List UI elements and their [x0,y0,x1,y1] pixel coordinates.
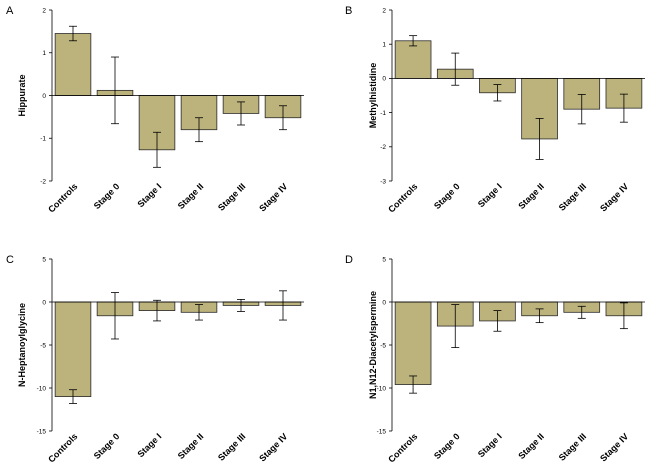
panel-b: B -3 -2 -1 0 1 2 Methylhistidine Controls Stage 0… [345,5,645,215]
y-tick-label: 5 [382,256,386,263]
x-tick-label: Stage 0 [92,431,122,461]
y-tick-label: -2 [40,178,46,185]
x-tick-label: Stage I [476,181,504,209]
error-bar [409,375,418,394]
y-tick-label: 0 [42,299,46,306]
y-tick-label: 0 [382,76,386,83]
x-tick-label: Stage IV [598,181,630,213]
x-tick-label: Stage II [516,431,546,461]
x-tick-label: Stage 0 [432,431,462,461]
x-tick-label: Stage IV [257,431,289,463]
panel-c: C -15 -10 -5 0 5 N-Heptanoylglycine Controls Sta… [6,254,304,465]
y-tick-label: 5 [42,256,46,263]
x-tick-label: Stage I [476,431,504,459]
y-axis-label: N1,N12-Diacetylspermine [368,291,378,399]
y-tick-label: 0 [382,299,386,306]
x-tick-label: Controls [46,181,79,214]
y-tick-label: -2 [380,144,386,151]
error-bar [535,118,544,160]
y-axis-label: Methylhistidine [368,63,378,129]
x-tick-label: Controls [386,431,419,464]
x-tick-label: Stage 0 [92,181,122,211]
bar-controls [54,301,92,397]
y-tick-label: -15 [37,428,47,435]
error-bar [111,292,119,340]
error-bar [195,117,203,143]
y-tick-label: 1 [42,50,46,57]
x-tick-label: Stage II [516,181,546,211]
panel-letter: A [6,5,14,17]
y-tick-label: -15 [377,428,387,435]
error-bar [153,299,161,322]
y-tick-label: -10 [377,385,387,392]
panel-letter: B [345,5,352,17]
x-tick-label: Stage III [216,431,247,462]
error-bar [195,304,203,321]
error-bar [69,389,77,404]
error-bar [279,290,287,321]
error-bar [279,105,287,131]
error-bar [493,84,502,102]
x-tick-label: Controls [46,431,79,464]
panel-a: A -2 -1 0 1 2 Hippurate Controls Stage 0 Stage I S… [6,5,304,215]
panel-d: D -15 -10 -5 0 5 N1,N12-Diacetylspermine Contro… [345,254,645,465]
error-bar [451,52,460,86]
bar-controls [394,40,432,79]
error-bar [619,93,628,123]
x-tick-label: Stage I [135,431,163,459]
error-bar [69,25,77,42]
bar-controls [394,301,432,385]
error-bar [153,131,161,168]
x-tick-label: Stage IV [257,181,289,213]
error-bar [451,304,460,348]
y-tick-label: -3 [380,178,386,185]
error-bar [409,35,418,47]
y-tick-label: 1 [382,42,386,49]
y-tick-label: 2 [382,7,386,14]
x-tick-label: Stage 0 [432,181,462,211]
x-tick-label: Stage III [216,181,247,212]
y-tick-label: 2 [42,7,46,14]
error-bar [577,305,586,319]
error-bar [577,94,586,125]
x-tick-label: Stage IV [598,431,630,463]
y-tick-label: -5 [40,342,46,349]
x-tick-label: Stage II [176,181,206,211]
error-bar [237,299,245,312]
x-tick-label: Stage I [135,181,163,209]
bar-controls [54,33,92,96]
y-tick-label: 0 [42,93,46,100]
x-tick-label: Controls [386,181,419,214]
y-tick-label: -1 [40,136,46,143]
x-tick-label: Stage II [176,431,206,461]
error-bar [493,310,502,332]
error-bar [237,101,245,126]
error-bar [535,308,544,324]
error-bar [111,56,119,125]
y-axis-label: N-Heptanoylglycine [17,303,27,387]
panel-letter: D [345,254,353,266]
y-tick-label: -10 [37,385,47,392]
y-tick-label: -5 [380,342,386,349]
x-tick-label: Stage III [557,431,588,462]
panel-letter: C [6,254,14,266]
error-bar [619,302,628,330]
y-axis-label: Hippurate [17,74,27,116]
y-tick-label: -1 [380,110,386,117]
x-tick-label: Stage III [557,181,588,212]
